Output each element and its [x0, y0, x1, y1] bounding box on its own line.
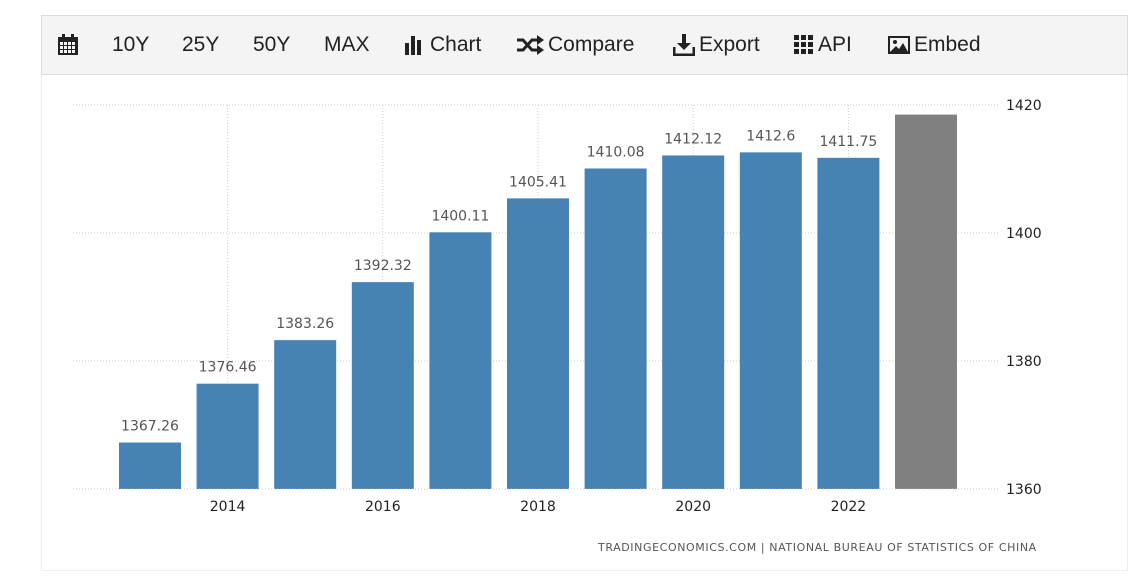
data-label: 1400.11	[431, 208, 489, 224]
calendar-button[interactable]	[57, 16, 79, 74]
chart-bars	[119, 114, 957, 490]
chart-button[interactable]: Chart	[404, 16, 481, 74]
y-tick-label: 1400	[1006, 226, 1042, 242]
y-tick-label: 1380	[1006, 354, 1042, 370]
bar[interactable]	[196, 383, 259, 489]
bar[interactable]	[739, 152, 802, 490]
range-max-label: MAX	[324, 33, 370, 56]
range-10y-label: 10Y	[112, 33, 150, 56]
bar[interactable]	[351, 282, 414, 489]
x-tick-label: 2014	[210, 499, 246, 515]
embed-label: Embed	[914, 33, 981, 56]
data-label: 1392.32	[354, 258, 412, 274]
y-tick-label: 1360	[1006, 482, 1042, 498]
data-label: 1405.41	[509, 174, 567, 190]
data-label: 1383.26	[276, 316, 334, 332]
image-icon	[888, 35, 910, 55]
y-tick-label: 1420	[1006, 98, 1042, 114]
chart-data-labels: 1367.26 1376.46 1383.26 1392.32 1400.11 1405.…	[121, 128, 877, 434]
chart-toolbar: 10Y 25Y 50Y MAX Chart Compare Export	[41, 15, 1128, 75]
api-button[interactable]: API	[794, 16, 852, 74]
range-50y-button[interactable]: 50Y	[253, 16, 290, 74]
forecast-bar[interactable]	[895, 114, 957, 489]
shuffle-icon	[516, 35, 544, 55]
download-icon	[673, 34, 695, 56]
data-label: 1376.46	[199, 360, 257, 376]
data-label: 1410.08	[587, 144, 645, 160]
calendar-icon	[57, 34, 79, 56]
embed-button[interactable]: Embed	[888, 16, 981, 74]
bar[interactable]	[274, 340, 337, 489]
data-label: 1412.12	[664, 131, 722, 147]
range-max-button[interactable]: MAX	[324, 16, 370, 74]
source-attribution[interactable]: TRADINGECONOMICS.COM | NATIONAL BUREAU O…	[598, 541, 1037, 554]
x-tick-label: 2020	[675, 499, 711, 515]
x-axis: 2014 2016 2018 2020 2022	[73, 488, 998, 515]
data-label: 1367.26	[121, 419, 179, 435]
bar[interactable]	[584, 168, 647, 489]
range-25y-label: 25Y	[182, 33, 220, 56]
compare-label: Compare	[548, 33, 635, 56]
y-axis: 1360 1380 1400 1420	[1006, 98, 1042, 498]
x-tick-label: 2018	[520, 499, 556, 515]
bar-chart-icon	[404, 35, 426, 55]
bar[interactable]	[429, 232, 492, 489]
bar[interactable]	[662, 155, 725, 489]
grid-icon	[794, 35, 814, 55]
x-tick-label: 2016	[365, 499, 401, 515]
data-label: 1411.75	[819, 134, 877, 150]
api-label: API	[818, 33, 852, 56]
export-label: Export	[699, 33, 760, 56]
bar[interactable]	[507, 198, 569, 489]
bar[interactable]	[119, 442, 181, 489]
compare-button[interactable]: Compare	[516, 16, 634, 74]
data-label: 1412.6	[746, 128, 795, 144]
range-10y-button[interactable]: 10Y	[112, 16, 149, 74]
range-50y-label: 50Y	[253, 33, 291, 56]
bar[interactable]	[817, 157, 880, 490]
x-tick-label: 2022	[831, 499, 867, 515]
range-25y-button[interactable]: 25Y	[182, 16, 219, 74]
export-button[interactable]: Export	[673, 16, 760, 74]
chart-label: Chart	[430, 33, 482, 56]
